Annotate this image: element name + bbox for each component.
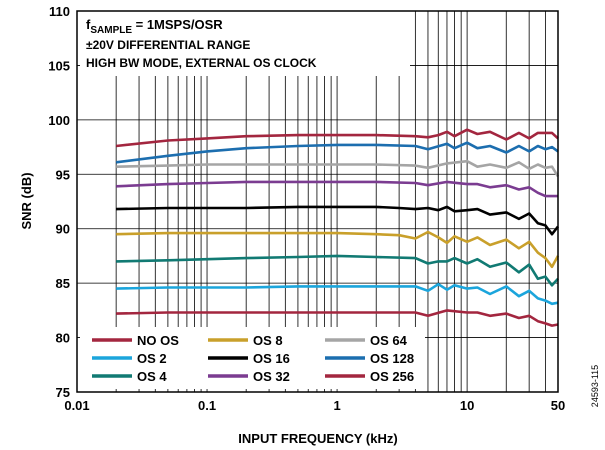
x-tick-labels: 0.01 0.1 1 10 50 <box>64 398 565 413</box>
y-tick-label: 95 <box>56 167 70 182</box>
legend-label: OS 4 <box>137 369 167 384</box>
x-tick-label: 1 <box>333 398 340 413</box>
series-line-os-16 <box>116 205 560 236</box>
figure-watermark: 24593-115 <box>590 365 600 407</box>
series-line-os-128 <box>115 141 559 164</box>
series-line-os-8 <box>116 230 560 269</box>
legend-label: OS 32 <box>253 369 290 384</box>
annotation-rest: = 1MSPS/OSR <box>132 17 223 32</box>
legend-label: OS 256 <box>370 369 414 384</box>
plot-frame <box>76 10 559 393</box>
legend-entry: OS 2 <box>92 351 167 366</box>
legend-entry: OS 4 <box>92 369 167 384</box>
legend-entry: NO OS <box>92 333 179 348</box>
annotation-prefix: f <box>86 17 91 32</box>
legend: NO OS OS 2 OS 4 OS 8 OS 16 OS 32 OS 64 OS 128 OS… <box>80 327 425 389</box>
y-tick-labels: 75 80 85 90 95 100 105 110 <box>48 4 70 400</box>
series-lines <box>115 128 560 327</box>
legend-entry: OS 32 <box>208 369 290 384</box>
legend-entry: OS 256 <box>325 369 414 384</box>
series-line-os-4 <box>116 254 559 287</box>
legend-label: OS 2 <box>137 351 167 366</box>
y-tick-label: 105 <box>48 58 70 73</box>
y-axis-label: SNR (dB) <box>19 172 34 229</box>
legend-label: OS 8 <box>253 333 283 348</box>
legend-label: NO OS <box>137 333 179 348</box>
annotation-background <box>80 8 410 76</box>
series-line-os-256 <box>115 128 559 148</box>
annotation-line-3: HIGH BW MODE, EXTERNAL OS CLOCK <box>86 56 317 70</box>
y-tick-label: 80 <box>56 331 70 346</box>
x-axis-label: INPUT FREQUENCY (kHz) <box>238 431 397 446</box>
x-tick-label: 0.1 <box>198 398 216 413</box>
legend-label: OS 16 <box>253 351 290 366</box>
legend-label: OS 128 <box>370 351 414 366</box>
series-line-os-64 <box>116 159 560 178</box>
legend-background <box>80 327 425 389</box>
legend-entry: OS 8 <box>208 333 283 348</box>
x-tick-label: 10 <box>460 398 474 413</box>
x-tick-label: 50 <box>551 398 565 413</box>
y-tick-label: 110 <box>49 4 70 19</box>
annotation-line-1: fSAMPLE = 1MSPS/OSR <box>86 17 223 36</box>
annotation-line-2: ±20V DIFFERENTIAL RANGE <box>86 38 250 52</box>
series-line-os-2 <box>116 282 559 306</box>
y-tick-label: 100 <box>48 113 70 128</box>
series-line-no-os <box>116 309 559 327</box>
legend-entry: OS 128 <box>325 351 414 366</box>
y-tick-label: 75 <box>56 385 70 400</box>
legend-entry: OS 64 <box>325 333 408 348</box>
legend-label: OS 64 <box>370 333 408 348</box>
annotation-subscript: SAMPLE <box>90 25 132 36</box>
legend-entry: OS 16 <box>208 351 290 366</box>
x-tick-label: 0.01 <box>64 398 89 413</box>
y-tick-label: 85 <box>56 276 70 291</box>
series-line-os-32 <box>116 180 558 198</box>
y-tick-label: 90 <box>56 222 70 237</box>
